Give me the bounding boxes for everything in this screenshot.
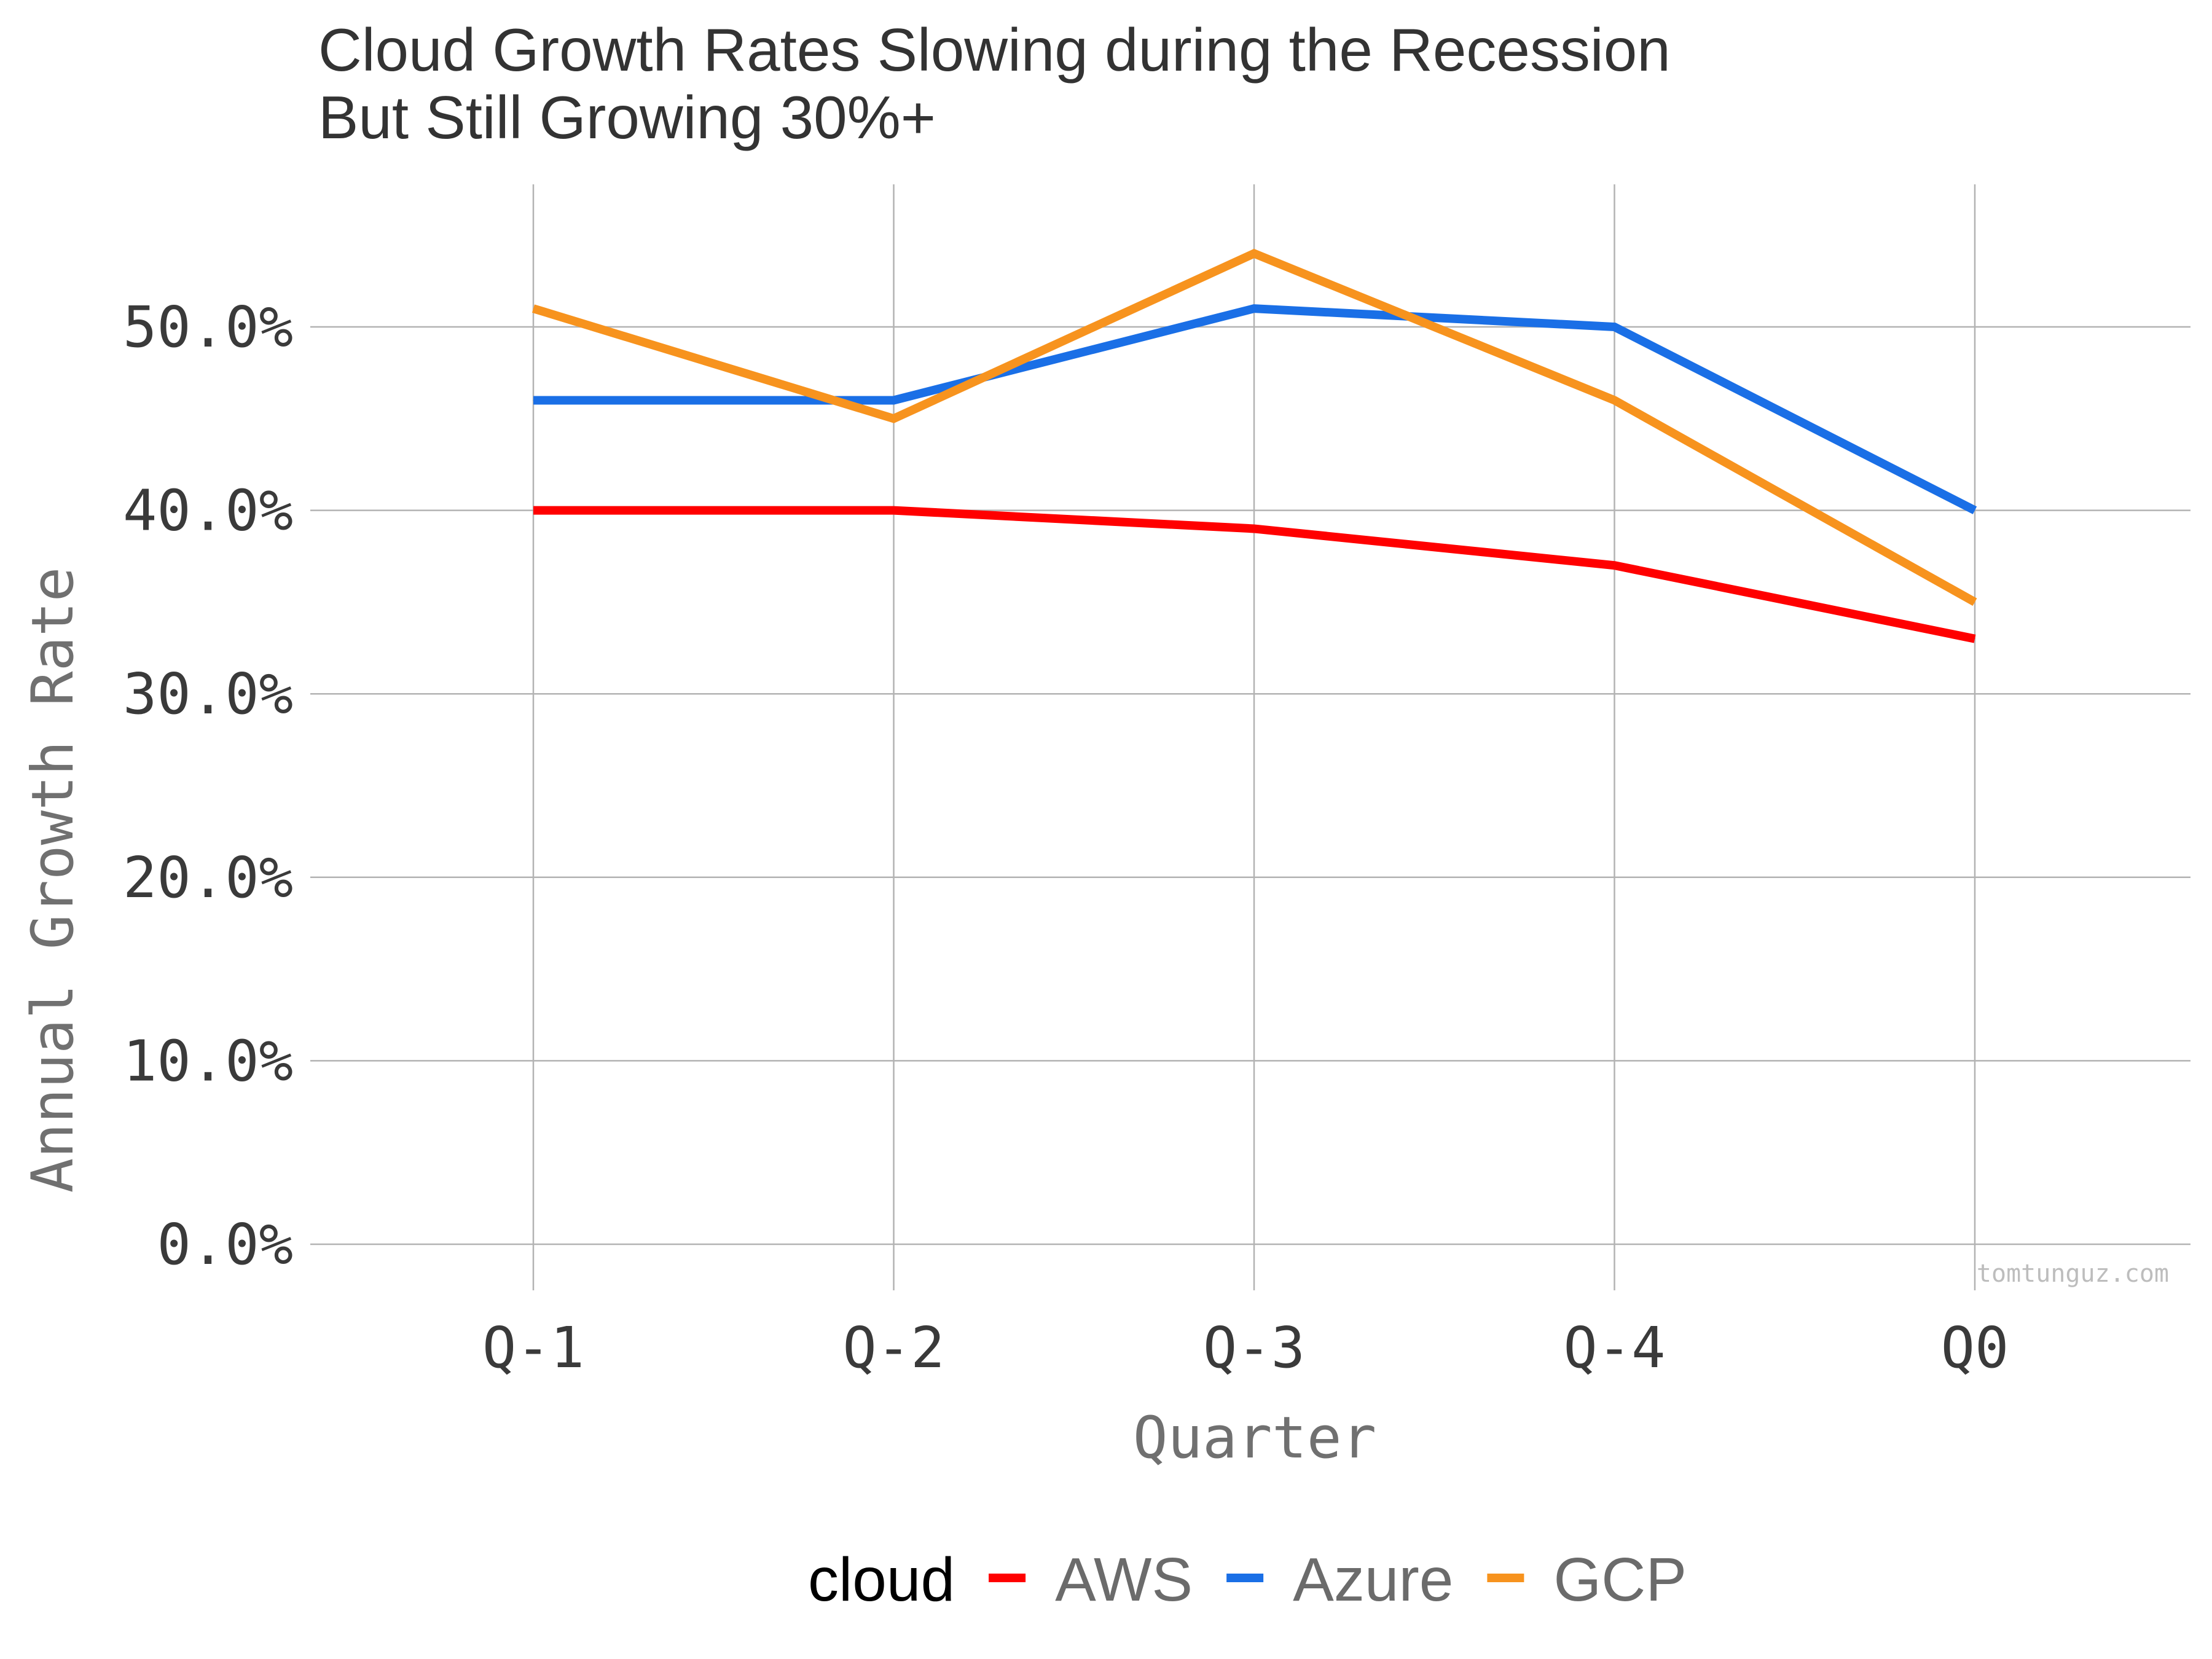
- legend-label-aws: AWS: [1055, 1545, 1193, 1614]
- y-tick-label: 10.0%: [123, 1028, 293, 1094]
- legend-label-gcp: GCP: [1553, 1545, 1687, 1614]
- grid: [310, 184, 2190, 1290]
- y-tick-label: 50.0%: [123, 294, 293, 360]
- x-tick-label: Q-3: [1203, 1315, 1305, 1381]
- chart-title: Cloud Growth Rates Slowing during the Re…: [318, 16, 1671, 84]
- data-point-gcp: [1614, 399, 1615, 401]
- x-tick-label: Q0: [1941, 1315, 2009, 1381]
- data-point-aws: [1253, 528, 1255, 529]
- x-tick-label: Q-1: [482, 1315, 584, 1381]
- data-point-gcp: [1253, 253, 1255, 254]
- data-point-azure: [1253, 308, 1255, 309]
- y-axis-ticks: 0.0% 10.0% 20.0% 30.0% 40.0% 50.0%: [123, 294, 293, 1277]
- data-point-aws: [893, 510, 894, 511]
- x-axis-title: Quarter: [1133, 1405, 1376, 1472]
- y-tick-label: 0.0%: [157, 1212, 293, 1277]
- watermark: tomtunguz.com: [1977, 1260, 2169, 1288]
- data-point-azure: [893, 399, 894, 401]
- x-axis-ticks: Q-1 Q-2 Q-3 Q-4 Q0: [482, 1315, 2009, 1381]
- x-tick-label: Q-2: [842, 1315, 944, 1381]
- legend-title: cloud: [808, 1545, 955, 1614]
- y-axis-title: Annual Growth Rate: [20, 567, 87, 1193]
- y-tick-label: 40.0%: [123, 478, 293, 544]
- legend: cloud AWS Azure GCP: [808, 1545, 1687, 1614]
- data-point-azure: [533, 399, 534, 401]
- chart-subtitle: But Still Growing 30%+: [318, 84, 936, 151]
- data-point-gcp: [533, 308, 534, 309]
- series-lines: [531, 248, 1977, 643]
- data-point-gcp: [893, 418, 894, 419]
- legend-label-azure: Azure: [1293, 1545, 1453, 1614]
- y-tick-label: 30.0%: [123, 661, 293, 727]
- data-point-aws: [533, 510, 534, 511]
- data-point-aws: [1614, 565, 1615, 566]
- y-tick-label: 20.0%: [123, 845, 293, 911]
- x-tick-label: Q-4: [1563, 1315, 1665, 1381]
